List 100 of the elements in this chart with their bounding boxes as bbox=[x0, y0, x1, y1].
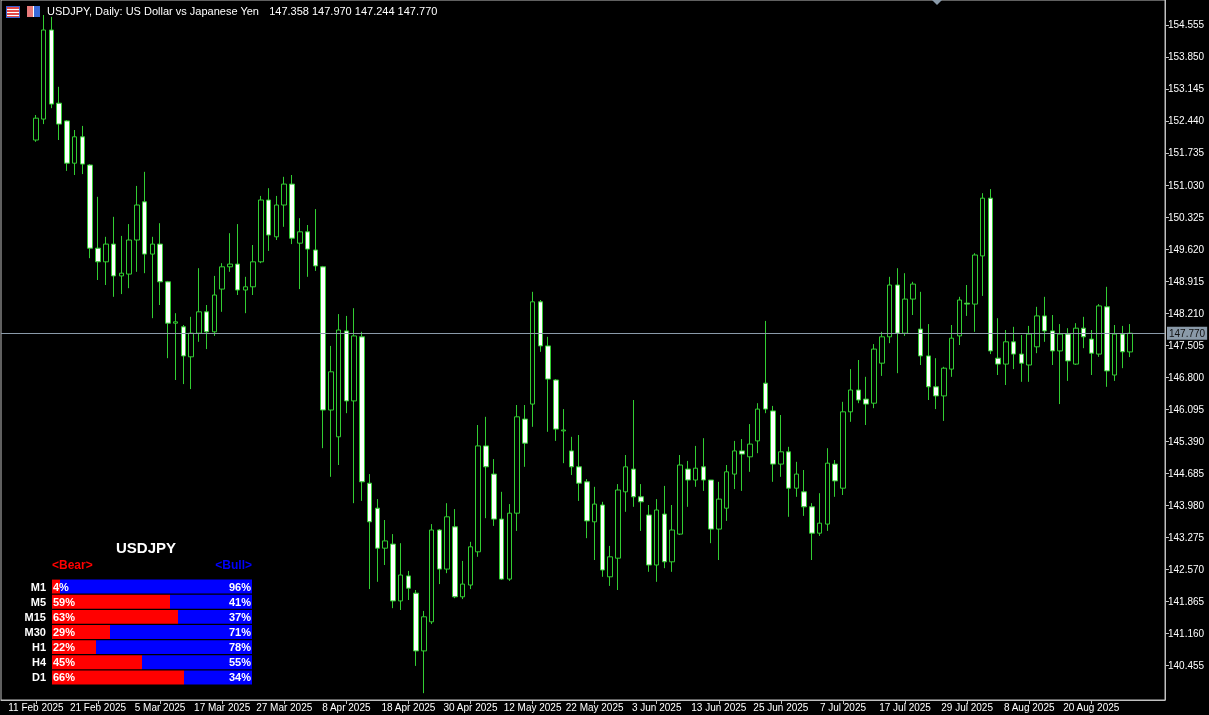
candlestick bbox=[227, 232, 233, 273]
candlestick bbox=[677, 454, 683, 536]
y-tick-label: 141.865 bbox=[1168, 596, 1205, 608]
candlestick bbox=[980, 192, 985, 297]
candlestick bbox=[561, 408, 566, 464]
candlestick bbox=[545, 336, 551, 433]
candlestick bbox=[72, 129, 77, 176]
candlestick bbox=[188, 316, 194, 390]
candlestick bbox=[1057, 323, 1063, 405]
candlestick bbox=[406, 570, 411, 601]
data-label: 55% bbox=[228, 656, 252, 669]
candlestick bbox=[918, 291, 923, 366]
candlestick bbox=[662, 485, 667, 569]
y-tick-label: M5 bbox=[30, 595, 46, 608]
candlestick bbox=[413, 589, 419, 667]
candlestick bbox=[196, 267, 202, 343]
candlestick bbox=[763, 320, 768, 414]
x-tick-label: 18 Apr 2025 bbox=[381, 701, 436, 713]
candlestick bbox=[995, 317, 1001, 376]
candlestick bbox=[809, 502, 815, 561]
candlestick bbox=[266, 187, 271, 252]
candlestick bbox=[988, 188, 993, 355]
data-label: 71% bbox=[228, 626, 252, 638]
candlestick bbox=[1042, 296, 1047, 343]
candlestick bbox=[902, 272, 908, 337]
candlestick bbox=[367, 473, 372, 590]
chart-title: USDJPY, Daily: US Dollar vs Japanese Yen bbox=[47, 4, 259, 17]
candlestick bbox=[320, 265, 326, 449]
candlestick bbox=[499, 491, 504, 581]
candlestick bbox=[592, 486, 597, 561]
candlestick bbox=[794, 461, 799, 498]
candlestick bbox=[1050, 314, 1055, 366]
candlestick bbox=[49, 16, 54, 109]
candlestick bbox=[964, 284, 970, 317]
candlestick bbox=[685, 460, 691, 508]
candlestick bbox=[444, 502, 450, 574]
candlestick bbox=[941, 366, 947, 422]
data-label: 22% bbox=[53, 641, 76, 654]
candlestick bbox=[615, 483, 621, 591]
candlestick bbox=[235, 223, 240, 296]
candlestick bbox=[398, 542, 403, 611]
data-label: 96% bbox=[228, 580, 252, 593]
candlestick bbox=[1019, 334, 1024, 383]
candlestick bbox=[297, 217, 303, 290]
x-tick-label: 12 May 2025 bbox=[503, 701, 562, 713]
candlestick bbox=[64, 119, 70, 172]
y-tick-label: M15 bbox=[24, 610, 46, 623]
candlestick bbox=[375, 498, 380, 583]
candlestick bbox=[1065, 327, 1071, 382]
candlestick bbox=[250, 244, 256, 296]
y-tick-label: 142.570 bbox=[1168, 564, 1205, 576]
data-label: 66% bbox=[53, 671, 76, 684]
candlestick bbox=[157, 222, 163, 306]
candlestick bbox=[1127, 323, 1133, 358]
x-tick-label: 5 Mar 2025 bbox=[134, 701, 186, 713]
candlestick bbox=[336, 313, 341, 466]
y-tick-label: 148.915 bbox=[1168, 275, 1205, 287]
data-label: 63% bbox=[53, 610, 76, 623]
data-label: 37% bbox=[228, 610, 252, 623]
candlestick bbox=[258, 195, 264, 264]
candlestick bbox=[390, 533, 396, 609]
candlestick bbox=[1003, 329, 1009, 386]
series-label: <Bull> bbox=[215, 558, 253, 572]
x-tick-label: 30 Apr 2025 bbox=[443, 701, 498, 713]
candlestick bbox=[522, 404, 528, 468]
candlestick bbox=[887, 276, 892, 344]
ref-line-label: 147.770 bbox=[1169, 327, 1206, 339]
candlestick bbox=[452, 508, 458, 599]
candlestick bbox=[281, 176, 287, 228]
candlestick bbox=[832, 459, 838, 498]
candlestick bbox=[1104, 286, 1110, 388]
candlestick bbox=[724, 464, 729, 522]
x-tick-label: 22 May 2025 bbox=[565, 701, 624, 713]
candlestick bbox=[243, 276, 248, 314]
candlestick bbox=[111, 216, 116, 298]
candlestick bbox=[693, 445, 698, 488]
candlestick bbox=[344, 315, 349, 414]
candlestick bbox=[716, 481, 722, 561]
candlestick bbox=[701, 437, 706, 492]
candlestick bbox=[778, 414, 784, 478]
candlestick bbox=[468, 541, 473, 590]
candlestick bbox=[87, 163, 93, 259]
candlestick bbox=[41, 14, 46, 125]
candlestick bbox=[305, 224, 310, 278]
candlestick bbox=[460, 560, 465, 600]
x-tick-label: 29 Jul 2025 bbox=[941, 701, 994, 713]
candlestick bbox=[739, 438, 745, 492]
y-tick-label: 146.800 bbox=[1168, 371, 1205, 383]
y-tick-label: 150.325 bbox=[1168, 211, 1205, 223]
candlestick bbox=[95, 196, 101, 281]
x-tick-label: 7 Jul 2025 bbox=[819, 701, 867, 713]
data-label: 45% bbox=[53, 656, 76, 669]
candlestick bbox=[747, 423, 753, 473]
x-tick-label: 13 Jun 2025 bbox=[691, 701, 747, 713]
x-tick-label: 11 Feb 2025 bbox=[8, 701, 65, 713]
candlestick bbox=[576, 434, 582, 502]
candlestick bbox=[126, 223, 132, 289]
candlestick bbox=[475, 424, 481, 558]
candlestick bbox=[538, 299, 543, 353]
candlestick bbox=[933, 357, 939, 410]
